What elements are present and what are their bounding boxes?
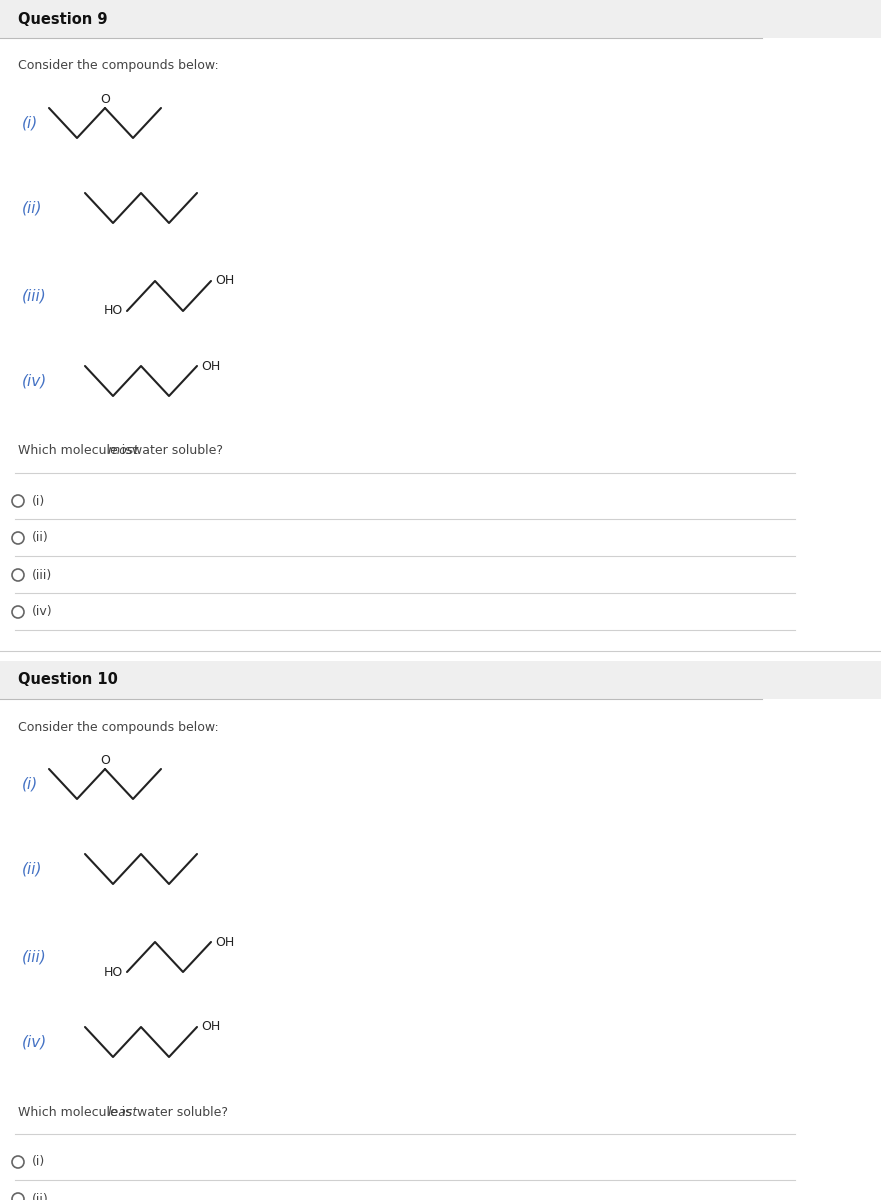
Text: O: O (100, 92, 110, 106)
Text: O: O (100, 754, 110, 767)
Text: OH: OH (215, 275, 234, 288)
Text: (i): (i) (22, 776, 38, 792)
Text: (ii): (ii) (32, 1193, 48, 1200)
Text: (ii): (ii) (32, 532, 48, 545)
Text: (ii): (ii) (22, 862, 42, 876)
Text: (iii): (iii) (22, 949, 47, 965)
Text: least: least (108, 1105, 138, 1118)
Bar (0, 0, 881, 38)
Text: Which molecule is: Which molecule is (18, 1105, 136, 1118)
Text: water soluble?: water soluble? (133, 1105, 228, 1118)
Text: HO: HO (104, 966, 123, 978)
Text: (ii): (ii) (22, 200, 42, 216)
Text: Question 10: Question 10 (18, 672, 118, 688)
Text: Question 9: Question 9 (18, 12, 107, 26)
Text: most: most (108, 444, 139, 457)
Text: (iii): (iii) (22, 288, 47, 304)
Text: (iii): (iii) (32, 569, 52, 582)
Text: (i): (i) (32, 1156, 45, 1169)
Text: OH: OH (201, 1020, 220, 1033)
Text: Which molecule is: Which molecule is (18, 444, 136, 457)
Text: Consider the compounds below:: Consider the compounds below: (18, 60, 218, 72)
Text: (i): (i) (32, 494, 45, 508)
Text: (iv): (iv) (22, 1034, 48, 1050)
Bar (0, 661, 881, 698)
Text: OH: OH (201, 360, 220, 372)
Text: HO: HO (104, 305, 123, 318)
Text: Consider the compounds below:: Consider the compounds below: (18, 720, 218, 733)
Text: (i): (i) (22, 115, 38, 131)
Text: water soluble?: water soluble? (128, 444, 223, 457)
Text: (iv): (iv) (22, 373, 48, 389)
Text: OH: OH (215, 936, 234, 948)
Text: (iv): (iv) (32, 606, 53, 618)
